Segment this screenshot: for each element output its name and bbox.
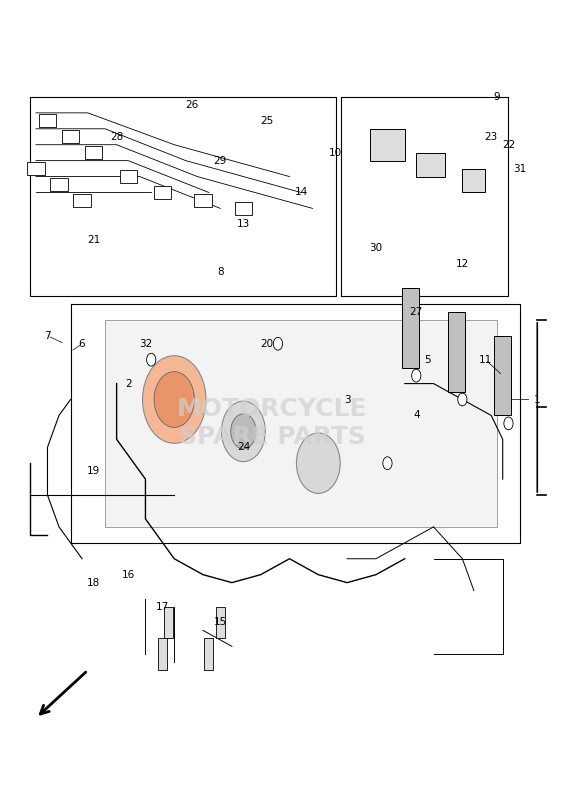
Text: 5: 5 [424, 355, 431, 364]
Bar [195, 194, 212, 207]
Text: 14: 14 [294, 188, 307, 197]
Text: 8: 8 [217, 267, 223, 277]
Circle shape [142, 356, 206, 443]
Text: 23: 23 [485, 132, 498, 141]
Text: 26: 26 [185, 100, 198, 110]
Text: 29: 29 [214, 156, 227, 165]
Bar [370, 129, 405, 161]
Text: 1: 1 [534, 395, 541, 404]
Text: 2: 2 [125, 379, 131, 388]
Bar [50, 178, 68, 191]
Text: 30: 30 [369, 243, 383, 253]
Circle shape [383, 457, 392, 470]
Text: 22: 22 [502, 140, 515, 149]
Bar [416, 153, 445, 177]
Text: 19: 19 [87, 466, 100, 476]
Circle shape [222, 401, 265, 462]
Text: 3: 3 [344, 395, 350, 404]
Text: 9: 9 [494, 92, 500, 102]
Bar [164, 606, 173, 638]
Bar [494, 336, 511, 415]
Text: 21: 21 [87, 235, 100, 245]
Circle shape [230, 414, 256, 449]
Text: 28: 28 [110, 132, 123, 141]
Bar [158, 638, 167, 670]
Circle shape [146, 353, 156, 366]
Text: 7: 7 [44, 331, 51, 341]
Circle shape [154, 372, 195, 427]
Bar [216, 606, 225, 638]
Text: 15: 15 [214, 618, 227, 627]
Text: 27: 27 [410, 307, 423, 317]
Text: 31: 31 [514, 164, 527, 173]
Bar [234, 202, 252, 215]
Text: 16: 16 [122, 570, 135, 579]
Text: 10: 10 [329, 148, 342, 157]
Bar [74, 194, 91, 207]
Text: 4: 4 [413, 411, 420, 420]
Circle shape [412, 369, 421, 382]
Text: 11: 11 [479, 355, 492, 364]
Text: MOTORCYCLE
SPARE PARTS: MOTORCYCLE SPARE PARTS [177, 397, 368, 449]
Text: 13: 13 [237, 220, 250, 229]
Text: 20: 20 [260, 339, 273, 349]
Text: 6: 6 [79, 339, 85, 349]
Bar [402, 288, 419, 368]
Bar [448, 312, 466, 392]
Circle shape [458, 393, 467, 406]
Bar [154, 186, 171, 199]
Bar [204, 638, 214, 670]
Bar [39, 114, 56, 127]
Bar [62, 130, 79, 143]
Circle shape [273, 337, 283, 350]
Text: 17: 17 [156, 602, 169, 611]
Circle shape [504, 417, 513, 430]
Bar [463, 169, 485, 193]
Text: 18: 18 [87, 578, 100, 587]
Bar [27, 162, 45, 175]
Text: 32: 32 [139, 339, 152, 349]
Bar [85, 146, 102, 159]
Text: 12: 12 [456, 259, 469, 269]
Polygon shape [105, 320, 497, 527]
Text: 25: 25 [260, 116, 273, 125]
Text: 24: 24 [237, 443, 250, 452]
Circle shape [296, 433, 340, 494]
Bar [119, 170, 137, 183]
